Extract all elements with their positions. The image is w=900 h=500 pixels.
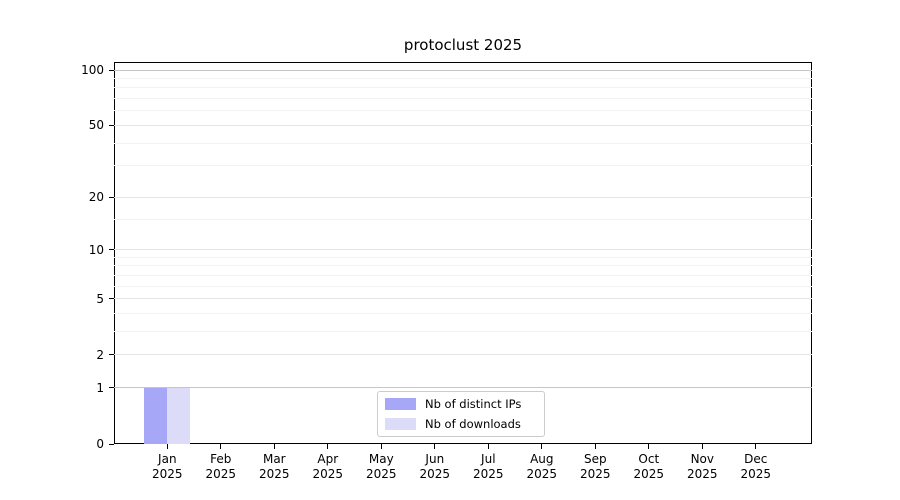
gridline-minor xyxy=(114,265,812,267)
x-tick-label: Nov 2025 xyxy=(687,452,718,481)
legend-label-downloads: Nb of downloads xyxy=(425,417,521,431)
x-tick xyxy=(487,444,489,449)
gridline-major xyxy=(114,69,812,71)
y-tick-label: 20 xyxy=(88,190,104,205)
x-tick xyxy=(541,444,543,449)
y-tick xyxy=(109,196,114,198)
gridline-major xyxy=(114,196,812,198)
gridline-minor xyxy=(114,87,812,89)
x-tick-label: Oct 2025 xyxy=(633,452,665,481)
bar-distinct-ips xyxy=(144,387,168,444)
x-tick xyxy=(327,444,329,449)
x-tick-label: Sep 2025 xyxy=(580,452,611,481)
y-tick xyxy=(109,69,114,71)
gridline-major xyxy=(114,354,812,356)
gridline-minor xyxy=(114,142,812,144)
x-tick-label: Mar 2025 xyxy=(259,452,290,481)
x-tick-label: Feb 2025 xyxy=(205,452,237,481)
gridline-minor xyxy=(114,256,812,258)
gridline-major xyxy=(114,124,812,126)
x-tick-label: Dec 2025 xyxy=(740,452,772,481)
x-tick-label: Apr 2025 xyxy=(312,452,344,481)
gridline-minor xyxy=(114,313,812,315)
x-tick-label: Jan 2025 xyxy=(152,452,183,481)
y-tick-label: 50 xyxy=(88,118,104,133)
gridline-minor xyxy=(114,110,812,112)
gridline-major xyxy=(114,298,812,300)
y-tick xyxy=(109,354,114,356)
gridline-minor xyxy=(114,285,812,287)
x-tick-label: May 2025 xyxy=(366,452,397,481)
y-tick xyxy=(109,249,114,251)
legend-item-downloads: Nb of downloads xyxy=(378,414,544,434)
y-tick-label: 2 xyxy=(96,347,104,362)
x-tick xyxy=(648,444,650,449)
legend-swatch-distinct-ips-icon xyxy=(385,398,416,410)
legend-swatch-downloads-icon xyxy=(385,418,416,430)
y-tick-label: 10 xyxy=(88,242,104,257)
gridline-major xyxy=(114,249,812,251)
x-tick xyxy=(166,444,168,449)
y-tick xyxy=(109,124,114,126)
x-tick-label: Aug 2025 xyxy=(526,452,558,481)
y-tick xyxy=(109,298,114,300)
x-tick xyxy=(594,444,596,449)
x-tick-label: Jun 2025 xyxy=(419,452,451,481)
gridline-minor xyxy=(114,218,812,220)
y-tick-label: 5 xyxy=(96,291,104,306)
x-tick xyxy=(701,444,703,449)
y-tick-label: 0 xyxy=(96,437,104,451)
x-tick xyxy=(220,444,222,449)
legend: Nb of distinct IPs Nb of downloads xyxy=(377,391,545,437)
legend-item-distinct-ips: Nb of distinct IPs xyxy=(378,394,544,414)
gridline-major xyxy=(114,387,812,389)
y-tick-label: 100 xyxy=(81,63,104,77)
bar-downloads xyxy=(167,387,191,444)
gridline-minor xyxy=(114,165,812,167)
x-tick-label: Jul 2025 xyxy=(473,452,504,481)
gridline-minor xyxy=(114,274,812,276)
y-tick xyxy=(109,443,114,445)
x-tick xyxy=(380,444,382,449)
y-tick xyxy=(109,387,114,389)
gridline-minor xyxy=(114,77,812,79)
chart-title: protoclust 2025 xyxy=(403,36,523,54)
gridline-minor xyxy=(114,98,812,100)
y-tick-label: 1 xyxy=(96,380,104,395)
gridline-minor xyxy=(114,331,812,333)
x-tick xyxy=(434,444,436,449)
x-tick xyxy=(755,444,757,449)
legend-label-distinct-ips: Nb of distinct IPs xyxy=(425,397,522,411)
x-tick xyxy=(273,444,275,449)
